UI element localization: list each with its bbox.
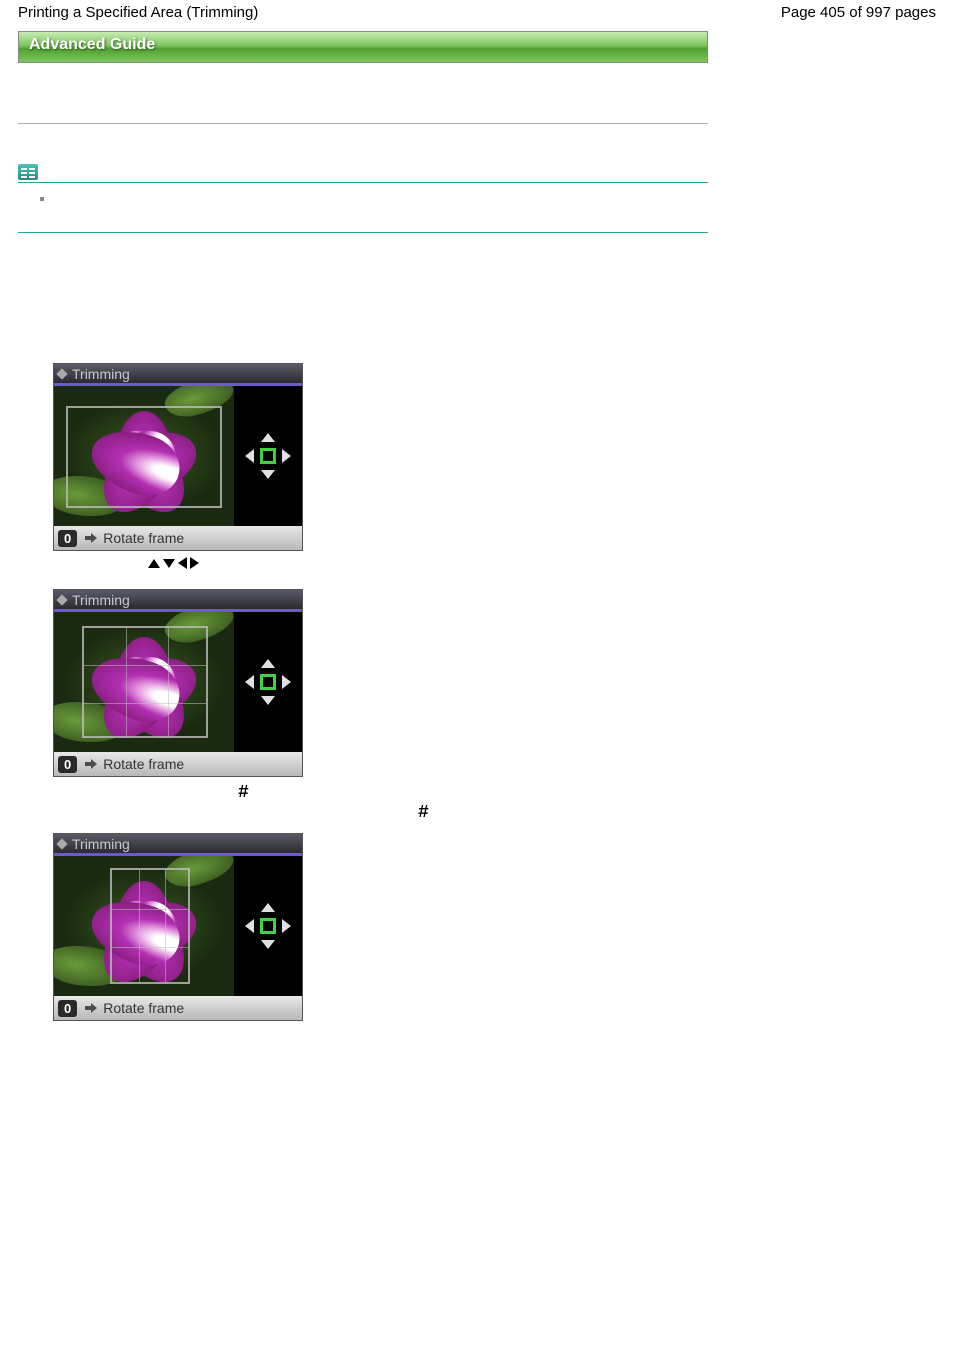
dpad-inline-icon xyxy=(148,557,199,569)
control-panel xyxy=(234,612,302,752)
header-right: Page 405 of 997 pages xyxy=(781,4,936,21)
header-left: Printing a Specified Area (Trimming) xyxy=(18,4,258,21)
crop-frame[interactable] xyxy=(66,406,222,508)
dpad-icon xyxy=(245,903,291,949)
lcd-status-bar: 0 Rotate frame xyxy=(54,996,302,1020)
diamond-icon xyxy=(56,594,67,605)
note-icon xyxy=(18,164,38,180)
lcd-title-bar: Trimming xyxy=(54,834,302,856)
crop-frame[interactable] xyxy=(110,868,190,984)
banner-advanced-guide: Advanced Guide xyxy=(18,31,708,63)
rotate-label: Rotate frame xyxy=(103,530,184,546)
lcd-screen-3: Trimming xyxy=(53,833,303,1021)
note-bullet xyxy=(40,197,44,201)
hash-icon: # xyxy=(238,783,249,803)
lcd-status-bar: 0 Rotate frame xyxy=(54,526,302,550)
lcd-title-text: Trimming xyxy=(72,366,130,382)
crop-frame[interactable] xyxy=(82,626,208,738)
rotate-key-badge: 0 xyxy=(58,530,77,547)
control-panel xyxy=(234,386,302,526)
dpad-icon xyxy=(245,433,291,479)
hash-hint-right: # xyxy=(418,803,708,823)
banner-label: Advanced Guide xyxy=(29,36,155,53)
dpad-icon xyxy=(245,659,291,705)
lcd-title-bar: Trimming xyxy=(54,590,302,612)
lcd-screen-1: Trimming xyxy=(53,363,303,551)
swap-arrow-icon xyxy=(83,1001,97,1015)
diamond-icon xyxy=(56,368,67,379)
rotate-label: Rotate frame xyxy=(103,1000,184,1016)
diamond-icon xyxy=(56,838,67,849)
hash-hint-row: # xyxy=(238,783,708,803)
photo-preview xyxy=(54,612,234,752)
rotate-key-badge: 0 xyxy=(58,756,77,773)
hash-icon: # xyxy=(418,803,429,823)
swap-arrow-icon xyxy=(83,757,97,771)
note-block xyxy=(18,164,708,233)
lcd-title-bar: Trimming xyxy=(54,364,302,386)
control-panel xyxy=(234,856,302,996)
photo-preview xyxy=(54,386,234,526)
swap-arrow-icon xyxy=(83,531,97,545)
rotate-key-badge: 0 xyxy=(58,1000,77,1017)
lcd-screen-2: Trimming xyxy=(53,589,303,777)
lcd-status-bar: 0 Rotate frame xyxy=(54,752,302,776)
arrow-hint-row-1 xyxy=(148,557,708,569)
lcd-title-text: Trimming xyxy=(72,836,130,852)
divider xyxy=(18,123,708,124)
lcd-title-text: Trimming xyxy=(72,592,130,608)
photo-preview xyxy=(54,856,234,996)
rotate-label: Rotate frame xyxy=(103,756,184,772)
